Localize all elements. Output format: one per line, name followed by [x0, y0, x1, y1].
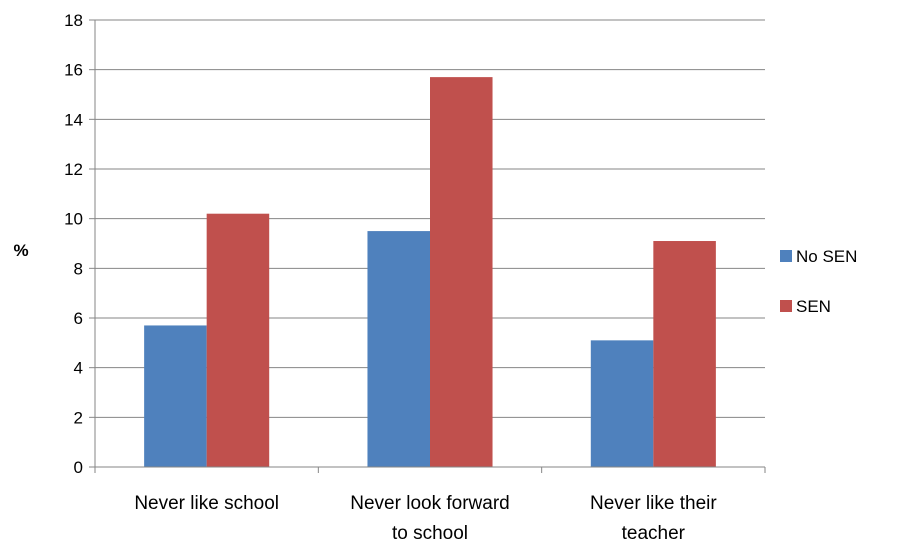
y-tick-label: 0	[74, 458, 83, 477]
y-tick-label: 16	[64, 61, 83, 80]
bar-no-sen	[367, 231, 430, 467]
bar-sen	[430, 77, 493, 467]
y-tick-label: 6	[74, 309, 83, 328]
y-tick-label: 14	[64, 110, 83, 129]
bar-sen	[206, 213, 270, 467]
legend-label: No SEN	[796, 247, 857, 266]
y-tick-label: 10	[64, 210, 83, 229]
legend-swatch	[780, 300, 792, 312]
legend-label: SEN	[796, 297, 831, 316]
x-category-label: Never look forward to school	[350, 493, 509, 544]
y-tick-labels: 0 2 4 6 8 10 12 14 16 18	[64, 11, 83, 477]
y-tick-label: 8	[74, 259, 83, 278]
bar-no-sen	[590, 340, 654, 467]
x-category-labels: Never like school Never look forward to sc…	[134, 493, 717, 544]
y-axis-label: %	[13, 241, 28, 260]
x-category-label: Never like their teacher	[590, 493, 717, 544]
legend: No SEN SEN	[780, 247, 857, 316]
bar-sen	[653, 241, 716, 467]
y-tick-label: 4	[74, 359, 83, 378]
legend-swatch	[780, 250, 792, 262]
y-tick-label: 18	[64, 11, 83, 30]
bar-no-sen	[144, 325, 207, 467]
axes	[89, 19, 766, 473]
y-tick-label: 2	[74, 408, 83, 427]
bars	[144, 77, 716, 467]
x-category-label: Never like school	[134, 493, 279, 514]
y-tick-label: 12	[64, 160, 83, 179]
